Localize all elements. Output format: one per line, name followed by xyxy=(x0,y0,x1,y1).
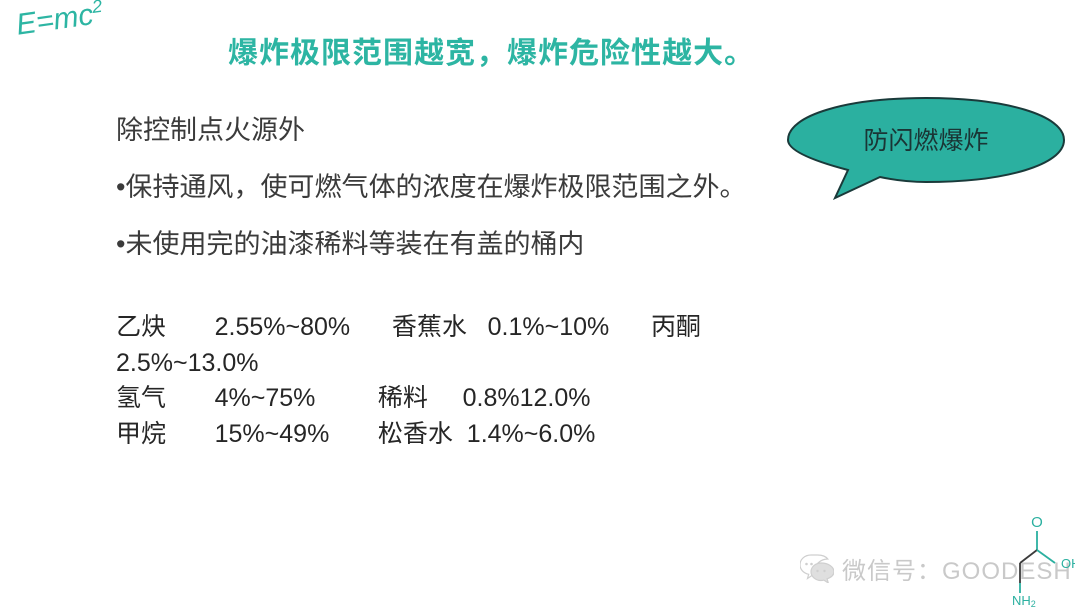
svg-text:O: O xyxy=(1031,515,1043,531)
svg-text:NH2: NH2 xyxy=(1012,593,1036,608)
svg-text:防闪燃爆炸: 防闪燃爆炸 xyxy=(863,127,988,155)
svg-text:OH: OH xyxy=(1061,556,1075,571)
